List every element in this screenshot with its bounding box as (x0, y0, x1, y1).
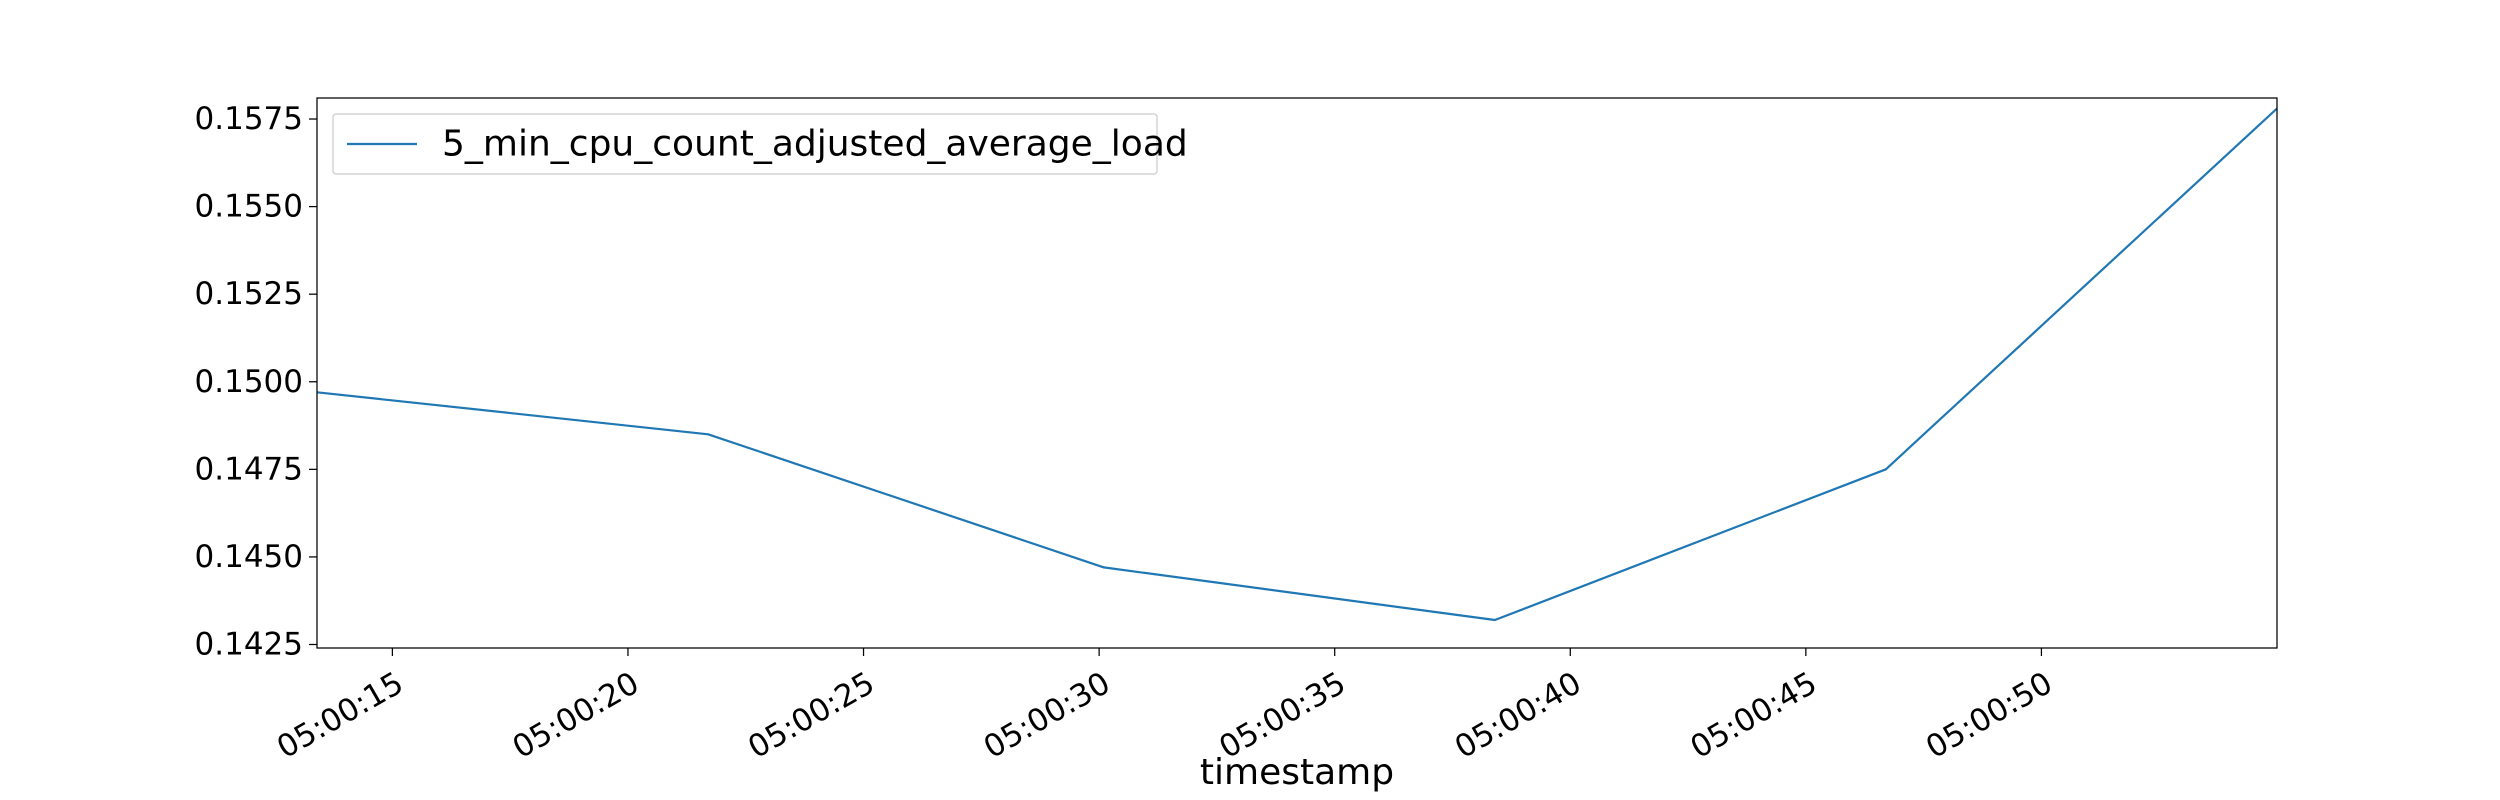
x-tick-label: 05:00:15 (271, 665, 410, 766)
y-axis-ticks: 0.1425 0.1450 0.1475 0.1500 0.1525 0.1550 0.15… (195, 101, 317, 662)
x-tick-label: 05:00:40 (1449, 665, 1588, 766)
legend: 5_min_cpu_count_adjusted_average_load (332, 113, 1188, 175)
x-tick-label: 05:00:50 (1920, 665, 2059, 766)
x-axis-title: timestamp (1200, 752, 1394, 793)
series-layer (316, 107, 2278, 622)
x-tick-label: 05:00:30 (978, 665, 1117, 766)
x-tick-label: 05:00:25 (742, 665, 881, 766)
plot-frame (316, 97, 2278, 649)
x-axis-ticks: 05:00:15 05:00:20 05:00:25 05:00:30 05:00:35… (271, 648, 2059, 766)
y-tick-label: 0.1450 (195, 539, 303, 575)
series-line (316, 107, 2278, 622)
legend-label: 5_min_cpu_count_adjusted_average_load (442, 124, 1188, 165)
y-tick-label: 0.1425 (195, 626, 303, 662)
y-tick-label: 0.1525 (195, 276, 303, 312)
legend-box (332, 113, 1158, 175)
y-tick-label: 0.1575 (195, 101, 303, 137)
x-tick-label: 05:00:35 (1213, 665, 1352, 766)
x-tick-label: 05:00:45 (1684, 665, 1823, 766)
y-tick-label: 0.1475 (195, 451, 303, 487)
x-tick-label: 05:00:20 (507, 665, 646, 766)
y-tick-label: 0.1550 (195, 189, 303, 225)
y-tick-label: 0.1500 (195, 364, 303, 400)
